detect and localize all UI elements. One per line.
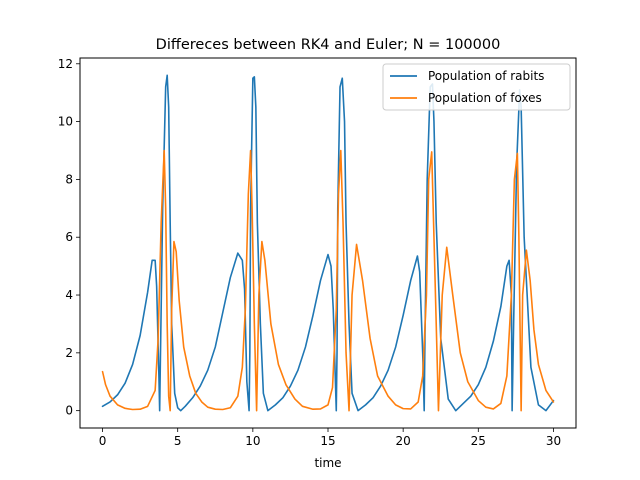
y-tick-label: 4 (65, 288, 73, 302)
x-tick-label: 25 (471, 434, 486, 448)
y-tick-label: 12 (58, 57, 73, 71)
y-tick-label: 0 (65, 404, 73, 418)
legend-label: Population of foxes (428, 91, 542, 105)
y-tick-label: 2 (65, 346, 73, 360)
x-tick-label: 5 (174, 434, 182, 448)
chart-title: Differeces between RK4 and Euler; N = 10… (156, 37, 501, 53)
y-tick-label: 10 (58, 115, 73, 129)
series-line-foxes (101, 149, 555, 412)
legend: Population of rabits Population of foxes (382, 63, 571, 111)
series-line-rabbits (101, 74, 555, 412)
y-tick-label: 6 (65, 230, 73, 244)
x-axis-label: time (314, 456, 341, 470)
y-tick-label: 8 (65, 172, 73, 186)
legend-label: Population of rabits (428, 69, 544, 83)
x-tick-label: 20 (396, 434, 411, 448)
tick-layer: 0 5 10 15 20 25 30 0 2 4 6 8 10 12 (58, 57, 561, 448)
legend-box (382, 63, 571, 111)
x-tick-label: 30 (546, 434, 561, 448)
x-tick-label: 15 (320, 434, 335, 448)
x-tick-label: 10 (245, 434, 260, 448)
series-layer (101, 74, 555, 412)
plot-frame (79, 57, 577, 429)
x-tick-label: 0 (99, 434, 107, 448)
